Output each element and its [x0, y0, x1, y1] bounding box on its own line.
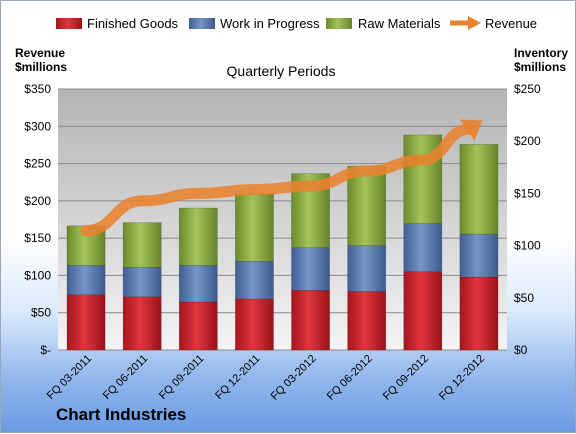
y-left-tick-label: $150: [24, 231, 51, 245]
legend-swatch-revenue: [450, 16, 481, 30]
bar-raw-materials: [235, 193, 274, 262]
y-right-tick-label: $50: [514, 291, 534, 305]
bar-work-in-progress: [403, 223, 443, 272]
bar-raw-materials: [178, 207, 218, 266]
bar-finished-goods: [291, 290, 330, 351]
y-right-tick-label: $200: [514, 134, 541, 148]
legend: Finished Goods Work in Progress Raw Mate…: [56, 16, 537, 31]
bar-raw-materials: [347, 165, 387, 246]
x-tick-label: FQ 06-2011: [101, 353, 150, 402]
y-left-tick-label: $-: [40, 343, 51, 357]
legend-label-finished-goods: Finished Goods: [87, 16, 179, 31]
y-left-tick-label: $250: [24, 157, 51, 171]
legend-swatch-finished-goods: [56, 18, 82, 29]
bar-finished-goods: [459, 276, 499, 351]
legend-swatch-raw-materials: [326, 18, 352, 29]
y-left-label-line1: Revenue: [15, 46, 65, 60]
bar-work-in-progress: [66, 265, 106, 295]
x-tick-label: FQ 09-2011: [157, 353, 206, 402]
y-right-label-line2: $millions: [514, 60, 566, 74]
y-left-ticks: $- $50 $100 $150 $200 $250 $300 $350: [24, 82, 51, 357]
y-left-tick-label: $300: [24, 119, 51, 133]
x-tick-label: FQ 03-2011: [45, 353, 94, 402]
bar-raw-materials: [459, 144, 499, 235]
x-tick-label: FQ 06-2012: [325, 353, 375, 403]
y-right-tick-label: $150: [514, 186, 541, 200]
y-right-tick-label: $0: [514, 343, 528, 357]
bar-work-in-progress: [235, 260, 274, 300]
revenue-line-path: [80, 123, 475, 237]
x-tick-label: FQ 09-2012: [381, 353, 431, 403]
x-tick-label: FQ 12-2012: [437, 353, 487, 403]
x-tick-label: FQ 03-2012: [269, 353, 319, 403]
legend-swatch-work-in-progress: [189, 18, 215, 29]
company-name: Chart Industries: [56, 405, 187, 424]
bar-finished-goods: [66, 294, 106, 351]
y-left-tick-label: $350: [24, 82, 51, 96]
y-left-tick-label: $50: [31, 306, 51, 320]
legend-label-revenue: Revenue: [485, 16, 537, 31]
legend-label-work-in-progress: Work in Progress: [220, 16, 320, 31]
y-left-label-line2: $millions: [15, 60, 67, 74]
bar-work-in-progress: [178, 265, 218, 303]
x-tick-label: FQ 12-2011: [213, 353, 262, 402]
x-ticks: FQ 03-2011 FQ 06-2011 FQ 09-2011 FQ 12-2011…: [45, 353, 487, 403]
bar-finished-goods: [347, 291, 387, 351]
bar-work-in-progress: [291, 247, 330, 291]
y-right-ticks: $0 $50 $100 $150 $200 $250: [514, 82, 541, 357]
bar-finished-goods: [235, 298, 274, 351]
bar-work-in-progress: [122, 267, 162, 298]
revenue-line: [80, 119, 483, 237]
bar-work-in-progress: [459, 233, 499, 278]
revenue-arrow-head: [460, 119, 483, 142]
y-right-tick-label: $250: [514, 82, 541, 96]
legend-label-raw-materials: Raw Materials: [358, 16, 441, 31]
chart-title: Quarterly Periods: [227, 63, 336, 79]
bar-work-in-progress: [347, 245, 387, 292]
y-right-tick-label: $100: [514, 239, 541, 253]
y-right-label-line1: Inventory: [514, 46, 568, 60]
bar-finished-goods: [178, 301, 218, 351]
y-left-tick-label: $100: [24, 268, 51, 282]
bar-raw-materials: [122, 222, 162, 268]
bar-finished-goods: [403, 271, 443, 351]
bar-finished-goods: [122, 296, 162, 351]
y-left-tick-label: $200: [24, 194, 51, 208]
